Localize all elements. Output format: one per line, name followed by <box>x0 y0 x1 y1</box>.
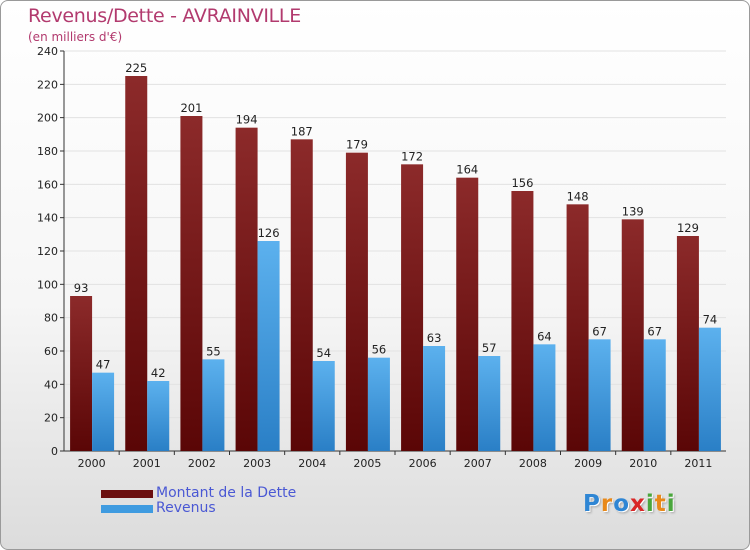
y-tick-label: 200 <box>37 112 58 125</box>
bar-dette-2006 <box>401 164 424 452</box>
bar-dette-2005 <box>345 152 368 451</box>
bar-dette-2001 <box>125 76 148 451</box>
data-label-revenus-2006: 63 <box>427 331 442 345</box>
bar-dette-2000 <box>70 296 93 451</box>
data-label-dette-2005: 179 <box>346 138 368 152</box>
chart-title: Revenus/Dette - AVRAINVILLE <box>28 5 301 27</box>
data-label-dette-2010: 139 <box>622 204 644 218</box>
y-tick-label: 60 <box>44 345 58 358</box>
bar-dette-2008 <box>511 191 534 451</box>
data-label-dette-2002: 201 <box>180 101 202 115</box>
proxiti-logo: Proxiti <box>583 491 676 517</box>
logo-letter: r <box>600 491 614 517</box>
legend-swatch-dette <box>101 490 153 498</box>
bar-revenus-2007 <box>478 356 501 451</box>
data-label-dette-2009: 148 <box>567 189 589 203</box>
bar-revenus-2004 <box>312 361 335 451</box>
bar-revenus-2011 <box>698 327 721 451</box>
bar-revenus-2002 <box>202 359 225 451</box>
x-tick-label-2003: 2003 <box>243 457 271 470</box>
x-tick-label-2008: 2008 <box>519 457 547 470</box>
data-label-revenus-2003: 126 <box>258 226 280 240</box>
data-label-revenus-2011: 74 <box>703 313 718 327</box>
data-label-revenus-2008: 64 <box>537 329 552 343</box>
x-tick-label-2005: 2005 <box>353 457 381 470</box>
x-tick-label-2007: 2007 <box>464 457 492 470</box>
y-tick-label: 160 <box>37 178 58 191</box>
legend-label-revenus: Revenus <box>156 500 216 516</box>
bar-revenus-2000 <box>92 372 115 451</box>
data-label-dette-2008: 156 <box>511 176 533 190</box>
data-label-revenus-2005: 56 <box>372 343 387 357</box>
bar-revenus-2010 <box>643 339 666 451</box>
x-tick-label-2004: 2004 <box>298 457 326 470</box>
data-label-dette-2006: 172 <box>401 149 423 163</box>
x-tick-label-2011: 2011 <box>684 457 712 470</box>
bar-revenus-2006 <box>423 346 446 451</box>
bar-dette-2007 <box>456 177 479 451</box>
x-tick-label-2010: 2010 <box>629 457 657 470</box>
bar-revenus-2005 <box>367 357 390 451</box>
legend-label-dette: Montant de la Dette <box>156 485 297 501</box>
x-tick-label-2001: 2001 <box>133 457 161 470</box>
data-label-revenus-2000: 47 <box>96 358 111 372</box>
data-label-revenus-2002: 55 <box>206 344 221 358</box>
y-tick-label: 140 <box>37 212 58 225</box>
y-tick-label: 120 <box>37 245 58 258</box>
y-tick-label: 20 <box>44 412 58 425</box>
legend-swatch-revenus <box>101 505 153 513</box>
bar-dette-2011 <box>676 236 699 451</box>
bar-revenus-2003 <box>257 241 280 451</box>
y-tick-label: 40 <box>44 378 58 391</box>
y-tick-label: 240 <box>37 45 58 58</box>
logo-letter: o <box>613 491 631 517</box>
data-label-revenus-2001: 42 <box>151 366 166 380</box>
logo-letter: i <box>645 491 655 517</box>
logo-letter: t <box>654 491 667 517</box>
logo-letter: P <box>583 491 601 517</box>
data-label-revenus-2010: 67 <box>647 324 662 338</box>
data-label-dette-2001: 225 <box>125 61 147 75</box>
chart-subtitle: (en milliers d'€) <box>28 30 123 44</box>
bar-revenus-2009 <box>588 339 611 451</box>
y-tick-label: 220 <box>37 78 58 91</box>
bar-revenus-2001 <box>147 381 170 451</box>
y-tick-label: 0 <box>51 445 58 458</box>
data-label-revenus-2004: 54 <box>316 346 331 360</box>
y-tick-label: 80 <box>44 312 58 325</box>
x-tick-label-2006: 2006 <box>409 457 437 470</box>
y-tick-label: 100 <box>37 278 58 291</box>
bar-dette-2004 <box>290 139 313 452</box>
logo-letter: x <box>630 491 646 517</box>
data-label-dette-2000: 93 <box>74 281 89 295</box>
data-label-dette-2007: 164 <box>456 163 478 177</box>
data-label-revenus-2007: 57 <box>482 341 497 355</box>
bar-dette-2003 <box>235 127 258 452</box>
logo-letter: i <box>666 491 676 517</box>
bar-revenus-2008 <box>533 344 556 451</box>
data-label-dette-2003: 194 <box>236 113 258 127</box>
bar-dette-2010 <box>621 219 644 451</box>
bar-dette-2009 <box>566 204 589 451</box>
data-label-revenus-2009: 67 <box>592 324 607 338</box>
data-label-dette-2004: 187 <box>291 124 313 138</box>
y-tick-label: 180 <box>37 145 58 158</box>
x-tick-label-2002: 2002 <box>188 457 216 470</box>
data-label-dette-2011: 129 <box>677 221 699 235</box>
x-tick-label-2000: 2000 <box>78 457 106 470</box>
x-tick-label-2009: 2009 <box>574 457 602 470</box>
bar-dette-2002 <box>180 116 203 451</box>
